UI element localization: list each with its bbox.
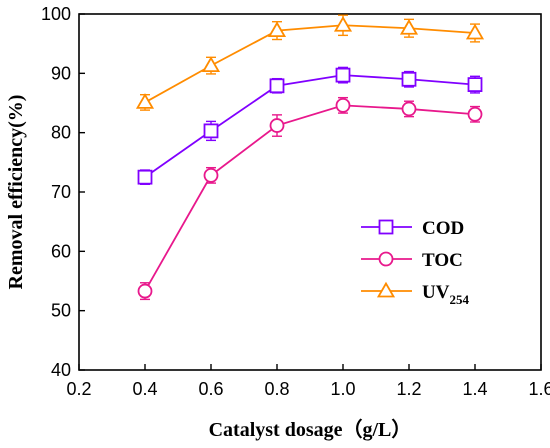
data-point-uv254 (399, 18, 419, 35)
series-layer (135, 14, 485, 301)
data-point-uv254 (135, 93, 155, 109)
x-tick-label: 0.2 (66, 379, 91, 399)
data-point-cod (335, 67, 351, 83)
data-point-uv254 (333, 15, 353, 32)
legend-marker-uv254 (376, 281, 396, 298)
data-point-cod (203, 123, 219, 139)
y-tick-label: 60 (51, 241, 71, 261)
series-line-cod (144, 74, 476, 178)
data-point-cod (269, 78, 285, 94)
series-line-uv254 (144, 24, 476, 104)
y-tick-label: 100 (41, 4, 71, 24)
data-point-toc (335, 97, 351, 113)
series-toc (137, 96, 483, 301)
x-tick-label: 1.2 (396, 379, 421, 399)
y-tick-label: 40 (51, 360, 71, 380)
x-tick-label: 0.8 (264, 379, 289, 399)
data-point-uv254 (465, 23, 485, 40)
data-point-toc (467, 106, 483, 122)
legend-marker-cod (378, 219, 394, 235)
plot-frame (78, 13, 542, 371)
legend-label-cod: COD (422, 218, 464, 239)
legend-label-uv254: UV254 (422, 282, 469, 307)
data-point-cod (137, 169, 153, 185)
y-axis-title: Removal efficiency(%) (5, 95, 27, 290)
y-tick-label: 80 (51, 123, 71, 143)
data-point-cod (467, 77, 483, 93)
data-point-uv254 (267, 21, 287, 38)
x-tick-label: 1.6 (528, 379, 550, 399)
axes: 0.2 0.4 0.6 0.8 1.0 1.2 1.4 1.6 40 50 60 70 80 90 100 (41, 4, 550, 399)
y-tick-label: 50 (51, 301, 71, 321)
x-tick-label: 0.6 (198, 379, 223, 399)
data-point-toc (203, 167, 219, 183)
legend-marker-toc (378, 251, 394, 267)
data-point-toc (269, 118, 285, 133)
legend-label-toc: TOC (422, 250, 463, 271)
data-point-uv254 (201, 56, 221, 73)
x-tick-label: 0.4 (132, 379, 157, 399)
y-tick-label: 70 (51, 182, 71, 202)
series-uv254 (135, 14, 485, 111)
x-axis-title: Catalyst dosage（g/L） (209, 418, 412, 441)
series-cod (137, 66, 483, 185)
data-point-cod (401, 71, 417, 87)
x-tick-label: 1.4 (462, 379, 487, 399)
data-point-toc (137, 283, 153, 299)
series-line-toc (144, 104, 476, 292)
data-point-toc (401, 101, 417, 117)
y-tick-label: 90 (51, 63, 71, 83)
x-tick-label: 1.0 (330, 379, 355, 399)
legend: COD TOC UV254 (361, 218, 469, 307)
